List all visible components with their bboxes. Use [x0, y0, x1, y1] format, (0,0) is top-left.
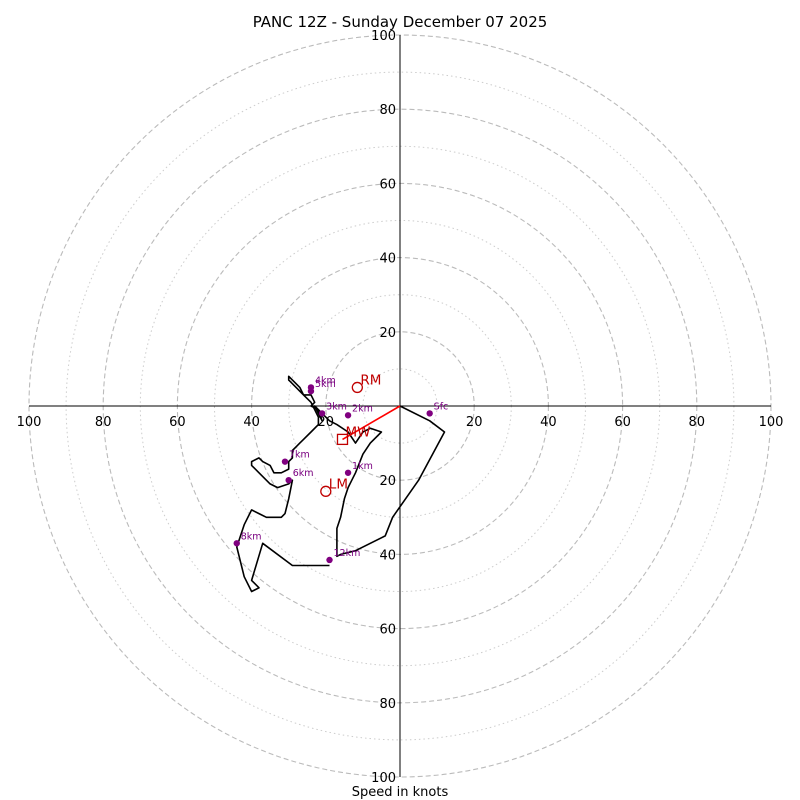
height-marker-2km [344, 412, 352, 419]
height-label-4km: 4km [315, 375, 336, 386]
tick-label-right-40: 40 [540, 415, 557, 430]
tick-label-right-20: 20 [466, 415, 483, 430]
height-label-3km: 3km [326, 401, 347, 412]
height-label-6km: 6km [293, 468, 314, 479]
storm-marker-mw [336, 433, 349, 446]
tick-label-bottom-40: 40 [379, 548, 396, 563]
tick-label-right-100: 100 [759, 415, 784, 430]
height-label-2km: 2km [352, 403, 373, 414]
storm-motion-markers: RM LM MW [320, 372, 381, 497]
tick-label-top-100: 100 [371, 29, 396, 44]
tick-label-top-60: 60 [379, 177, 396, 192]
tick-label-bottom-100: 100 [371, 771, 396, 786]
tick-label-left-100: 100 [17, 415, 42, 430]
storm-marker-rm [351, 381, 363, 394]
height-marker-7km [281, 458, 289, 465]
storm-label-lm: LM [329, 476, 348, 492]
height-marker-6km [285, 477, 292, 484]
tick-label-top-20: 20 [379, 326, 396, 341]
tick-label-bottom-60: 60 [379, 623, 396, 638]
tick-label-bottom-80: 80 [379, 697, 396, 712]
tick-label-left-40: 40 [243, 415, 260, 430]
hodograph-trace [236, 375, 446, 593]
chart-title: PANC 12Z - Sunday December 07 2025 [253, 13, 548, 31]
storm-marker-lm [320, 485, 332, 497]
height-label-5km: 5km [315, 379, 336, 390]
height-label-7km: 7km [289, 450, 310, 461]
height-label-1km: 1km [352, 461, 373, 472]
height-label-sfc: Sfc [434, 401, 449, 412]
height-marker-sfc [426, 410, 433, 417]
tick-label-right-80: 80 [689, 415, 706, 430]
tick-label-top-40: 40 [379, 252, 396, 267]
storm-label-rm: RM [360, 372, 381, 388]
mean-wind-vector [342, 405, 401, 441]
height-label-8km: 8km [241, 531, 262, 542]
hodograph-trace-layer [236, 375, 446, 593]
height-marker-8km [233, 540, 240, 547]
height-marker-5km [307, 387, 315, 395]
storm-label-mw: MW [345, 424, 370, 440]
height-marker-3km [318, 410, 326, 417]
height-marker-12km [326, 556, 333, 564]
tick-label-right-60: 60 [614, 415, 631, 430]
tick-label-top-80: 80 [379, 103, 396, 118]
x-axis-label: Speed in knots [352, 785, 449, 800]
tick-label-left-80: 80 [95, 415, 112, 430]
height-marker-1km [344, 469, 352, 476]
tick-label-bottom-20: 20 [379, 474, 396, 489]
height-label-12km: 12km [334, 548, 361, 559]
tick-label-left-60: 60 [169, 415, 186, 430]
